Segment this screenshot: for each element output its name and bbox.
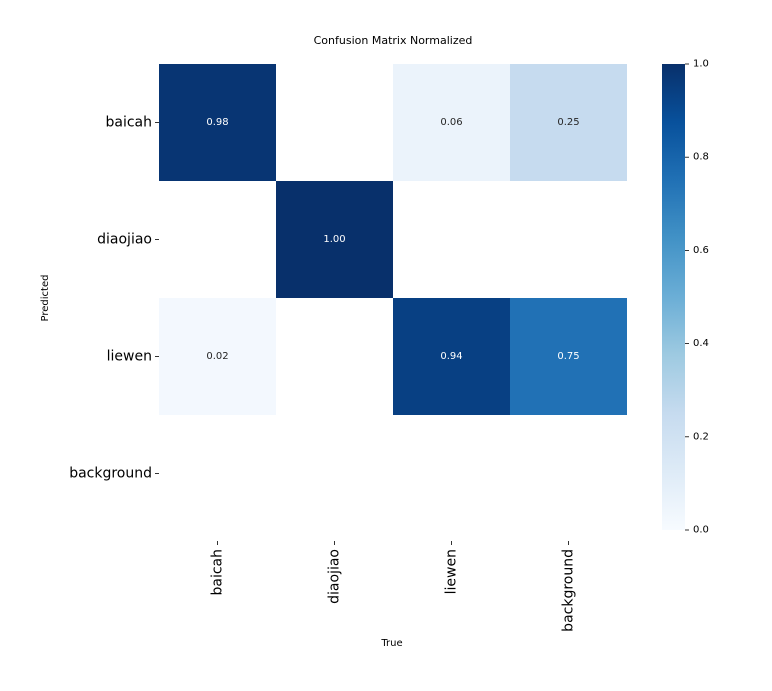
x-axis-ticks: baicah diaojiao liewen background	[210, 541, 577, 632]
cell-value-label: 0.25	[557, 117, 579, 128]
heatmap-cell	[276, 181, 393, 298]
y-tick-label: baicah	[105, 115, 152, 131]
colorbar-tick-label: 0.2	[693, 431, 709, 442]
heatmap-cell	[393, 298, 510, 415]
colorbar	[662, 64, 685, 530]
heatmap-cell	[393, 64, 510, 181]
x-tick-label: baicah	[210, 549, 226, 596]
cell-value-label: 0.94	[440, 351, 462, 362]
colorbar-tick-label: 1.0	[693, 59, 709, 70]
cell-value-label: 0.98	[206, 117, 228, 128]
colorbar-tick-label: 0.0	[693, 525, 709, 536]
x-tick-label: background	[561, 549, 577, 632]
colorbar-tick-label: 0.6	[693, 245, 709, 256]
y-tick-label: background	[69, 466, 152, 482]
x-tick-label: diaojiao	[327, 549, 343, 604]
cell-value-label: 0.06	[440, 117, 462, 128]
x-tick-label: liewen	[444, 549, 460, 594]
x-axis-label: True	[380, 638, 402, 649]
y-tick-label: diaojiao	[97, 232, 152, 248]
chart-title: Confusion Matrix Normalized	[314, 34, 473, 47]
colorbar-ticks: 0.0 0.2 0.4 0.6 0.8 1.0	[685, 59, 709, 536]
colorbar-tick-label: 0.4	[693, 338, 709, 349]
colorbar-tick-label: 0.8	[693, 152, 709, 163]
heatmap-cell	[159, 298, 276, 415]
cell-value-label: 0.02	[206, 351, 228, 362]
heatmap-cell	[159, 64, 276, 181]
y-axis-ticks: baicah diaojiao liewen background	[69, 115, 159, 482]
heatmap-cell	[510, 298, 627, 415]
cell-value-label: 1.00	[323, 234, 345, 245]
heatmap-cell-labels: 0.98 0.06 0.25 1.00 0.02 0.94 0.75	[206, 117, 579, 362]
heatmap-cells	[159, 64, 627, 415]
heatmap-cell	[510, 64, 627, 181]
cell-value-label: 0.75	[557, 351, 579, 362]
y-tick-label: liewen	[107, 349, 152, 365]
y-axis-label: Predicted	[40, 275, 51, 322]
